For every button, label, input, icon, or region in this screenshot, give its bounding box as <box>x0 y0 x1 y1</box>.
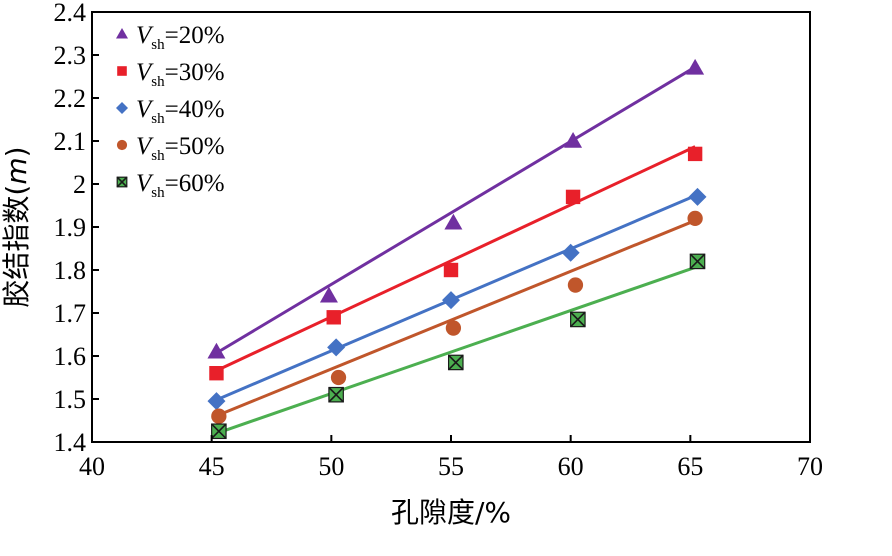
x-tick-label: 55 <box>438 452 464 481</box>
y-tick-label: 2.4 <box>54 0 87 27</box>
data-point-square <box>326 310 341 325</box>
data-point-cross <box>211 423 227 440</box>
data-point-square <box>443 262 459 278</box>
data-point-triangle <box>319 286 338 303</box>
legend-label-value: =20% <box>165 22 225 49</box>
data-point-triangle <box>564 132 583 148</box>
legend-label-sub: sh <box>151 37 165 53</box>
legend-label: Vsh=20% <box>136 22 225 53</box>
y-axis-title-text: 胶结指数 <box>0 196 33 308</box>
legend-label: Vsh=40% <box>136 96 225 127</box>
fit-line <box>215 65 696 355</box>
x-tick-label: 70 <box>797 452 823 481</box>
data-point-diamond <box>688 187 707 206</box>
legend-label-var: V <box>136 96 154 123</box>
legend: Vsh=20%Vsh=30%Vsh=40%Vsh=50%Vsh=60% <box>116 22 225 201</box>
fit-lines <box>215 65 699 434</box>
data-point-square <box>209 366 224 381</box>
data-point-x-square <box>116 176 128 188</box>
x-tick-label: 40 <box>79 452 105 481</box>
legend-item: Vsh=50% <box>116 133 225 164</box>
x-axis-title: 孔隙度/% <box>391 496 511 529</box>
x-tick-label: 45 <box>199 452 225 481</box>
data-point-circle <box>445 320 462 336</box>
x-tick-label: 65 <box>677 452 703 481</box>
axes: 40 45 50 55 60 65 70 1.4 1.5 1.6 1.7 1.8 1.9 2 2.1 2.2 2… <box>54 0 824 481</box>
data-point-cross <box>328 386 344 403</box>
legend-label-var: V <box>136 59 154 86</box>
y-tick-label: 2.2 <box>54 84 87 113</box>
y-tick-label: 1.7 <box>54 299 87 328</box>
legend-label-sub: sh <box>151 185 165 201</box>
legend-label-var: V <box>136 170 154 197</box>
data-point-triangle <box>444 213 463 230</box>
data-point-square <box>565 189 581 205</box>
y-tick-label: 2 <box>73 170 86 199</box>
data-point-triangle <box>686 58 705 75</box>
data-point-x-square <box>570 311 586 328</box>
fit-line <box>215 145 696 372</box>
legend-label-value: =50% <box>165 133 225 160</box>
x-tick-label: 60 <box>558 452 584 481</box>
data-point-circle <box>567 277 584 293</box>
legend-label-var: V <box>136 133 154 160</box>
data-point-diamond <box>561 243 580 262</box>
legend-label-value: =30% <box>165 59 225 86</box>
markers <box>207 58 707 440</box>
legend-label: Vsh=30% <box>136 59 225 90</box>
legend-item: Vsh=30% <box>117 59 225 90</box>
y-tick-label: 1.6 <box>54 342 87 371</box>
data-point-circle <box>116 139 128 151</box>
data-point-diamond <box>327 338 346 357</box>
data-point-x-square <box>447 354 464 371</box>
legend-label-value: =60% <box>165 170 225 197</box>
data-point-x-square <box>328 386 344 403</box>
y-tick-label: 1.9 <box>54 213 87 242</box>
y-tick-label: 2.3 <box>54 41 87 70</box>
fit-line <box>218 219 696 417</box>
data-point-x-square <box>689 253 706 270</box>
legend-item: Vsh=20% <box>116 22 225 53</box>
legend-label-sub: sh <box>151 111 165 127</box>
y-tick-label: 1.4 <box>54 428 87 457</box>
x-tick-label: 50 <box>318 452 344 481</box>
y-tick-label: 1.5 <box>54 385 87 414</box>
data-point-x-square <box>211 423 227 440</box>
legend-item: Vsh=40% <box>116 96 225 127</box>
legend-label: Vsh=60% <box>136 170 225 201</box>
data-point-triangle <box>116 28 128 39</box>
legend-label-value: =40% <box>165 96 225 123</box>
data-point-cross <box>116 176 128 188</box>
data-point-circle <box>211 408 227 424</box>
fit-line <box>218 265 699 434</box>
y-tick-label: 2.1 <box>54 127 87 156</box>
legend-label-var: V <box>136 22 154 49</box>
legend-item: Vsh=60% <box>116 170 225 201</box>
legend-label: Vsh=50% <box>136 133 225 164</box>
data-point-circle <box>687 210 703 227</box>
legend-label-sub: sh <box>151 74 165 90</box>
y-tick-label: 1.8 <box>54 256 87 285</box>
data-point-diamond <box>442 291 460 310</box>
y-axis-title-var: m <box>0 157 33 184</box>
data-point-circle <box>330 369 347 386</box>
data-point-cross <box>448 354 464 371</box>
data-point-square <box>117 66 127 76</box>
y-axis-title-close: ) <box>0 146 33 157</box>
data-point-diamond <box>207 392 226 411</box>
y-axis-title: 胶结指数(m) <box>0 146 33 307</box>
data-point-square <box>687 146 703 162</box>
data-point-cross <box>570 311 586 328</box>
y-axis-title-open: ( <box>0 185 33 196</box>
data-point-triangle <box>207 342 226 359</box>
data-point-cross <box>689 253 706 270</box>
data-point-diamond <box>116 102 128 114</box>
legend-label-sub: sh <box>151 148 165 164</box>
